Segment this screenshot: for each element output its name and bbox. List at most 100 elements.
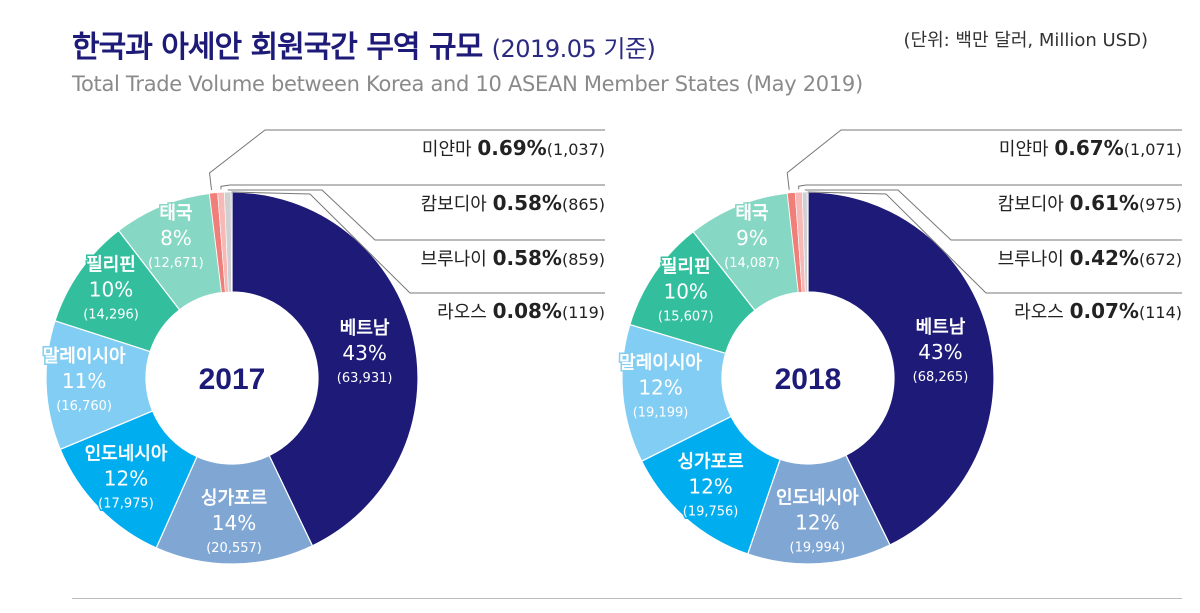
callout-percent: 0.08% <box>493 299 562 323</box>
center-year-label: 2017 <box>199 363 266 396</box>
title-main: 한국과 아세안 회원국간 무역 규모 <box>72 30 483 65</box>
slice-value: (19,756) <box>683 504 739 519</box>
callout-value: (1,071) <box>1124 140 1182 159</box>
callout-line <box>786 129 1182 190</box>
callout-percent: 0.61% <box>1070 191 1139 215</box>
callout-label: 브루나이 0.42%(672) <box>998 246 1182 270</box>
slice-value: (68,265) <box>913 370 969 385</box>
callout-percent: 0.07% <box>1070 299 1139 323</box>
callout-name: 브루나이 <box>998 249 1070 270</box>
callout-name: 라오스 <box>1014 302 1069 323</box>
callout-line <box>807 191 1182 294</box>
slice-value: (19,994) <box>790 541 846 556</box>
slice-percent: 12% <box>795 511 839 535</box>
callout-name: 미얀마 <box>999 139 1054 160</box>
slice-name: 인도네시아 <box>776 488 859 509</box>
callout-line <box>220 184 605 190</box>
callout-name: 라오스 <box>437 302 492 323</box>
slice-10 <box>230 191 233 293</box>
slice-name: 필리핀 <box>86 255 136 276</box>
callout-line <box>208 129 605 190</box>
slice-name: 태국 <box>735 203 768 224</box>
donut-hole <box>722 292 894 464</box>
slice-percent: 14% <box>212 511 256 535</box>
slice-value: (12,671) <box>148 256 204 271</box>
chart-subtitle: Total Trade Volume between Korea and 10 … <box>72 72 863 96</box>
donut-hole <box>146 292 318 464</box>
callout-percent: 0.69% <box>477 136 546 160</box>
slice-percent: 12% <box>104 466 148 490</box>
slice-percent: 43% <box>342 341 386 365</box>
slice-value: (20,557) <box>206 541 262 556</box>
callout-line <box>798 184 1182 190</box>
slice-name: 태국 <box>159 203 192 224</box>
slice-value: (17,975) <box>98 496 154 511</box>
slice-name: 싱가포르 <box>677 451 743 472</box>
callout-label: 캄보디아 0.61%(975) <box>998 191 1182 215</box>
callout-percent: 0.42% <box>1070 246 1139 270</box>
callout-name: 브루나이 <box>421 249 493 270</box>
callout-value: (672) <box>1139 250 1182 269</box>
slice-percent: 11% <box>62 369 106 393</box>
callout-value: (1,037) <box>547 140 605 159</box>
slice-label: 태국8% (12,671) <box>147 202 206 273</box>
callout-percent: 0.58% <box>493 246 562 270</box>
donut-chart-2018: 2018베트남43%(68,265)인도네시아12%(19,994)싱가포르12… <box>618 129 1182 565</box>
slice-label: 태국9% (14,087) <box>723 202 782 273</box>
slice-name: 베트남 <box>340 318 390 339</box>
slice-percent: 12% <box>688 474 732 498</box>
callout-value: (975) <box>1139 195 1182 214</box>
unit-label: (단위: 백만 달러, Million USD) <box>903 30 1149 51</box>
title-suffix: (2019.05 기준) <box>491 35 656 63</box>
slice-name: 베트남 <box>916 317 966 338</box>
callout-percent: 0.58% <box>493 191 562 215</box>
callout-line <box>804 189 1182 241</box>
callout-label: 캄보디아 0.58%(865) <box>421 191 605 215</box>
callout-name: 캄보디아 <box>998 194 1070 215</box>
callout-line <box>231 191 605 294</box>
divider <box>72 598 1182 599</box>
slice-percent: 8% <box>160 226 192 250</box>
slice-value: (14,296) <box>83 308 139 323</box>
callout-value: (119) <box>562 303 605 322</box>
slice-value: (16,760) <box>56 399 112 414</box>
slice-name: 인도네시아 <box>85 443 168 464</box>
callout-name: 캄보디아 <box>421 194 493 215</box>
center-year-label: 2018 <box>775 363 842 396</box>
callout-line <box>227 189 605 241</box>
slice-percent: 9% <box>736 226 768 250</box>
callout-name: 미얀마 <box>422 139 477 160</box>
callout-label: 라오스 0.07%(114) <box>1014 299 1182 323</box>
slice-percent: 10% <box>663 280 707 304</box>
callout-label: 브루나이 0.58%(859) <box>421 246 605 270</box>
slice-name: 필리핀 <box>661 257 711 278</box>
slice-percent: 10% <box>89 278 133 302</box>
slice-value: (14,087) <box>724 256 780 271</box>
slice-value: (19,199) <box>633 406 689 421</box>
slice-percent: 12% <box>638 376 682 400</box>
callout-value: (865) <box>562 195 605 214</box>
callout-value: (114) <box>1139 303 1182 322</box>
callout-percent: 0.67% <box>1054 136 1123 160</box>
callout-value: (859) <box>562 250 605 269</box>
slice-name: 말레이시아 <box>43 346 126 367</box>
slice-percent: 43% <box>918 340 962 364</box>
chart-title: 한국과 아세안 회원국간 무역 규모 (2019.05 기준) <box>72 22 656 66</box>
callout-label: 미얀마 0.69%(1,037) <box>422 136 605 160</box>
slice-name: 싱가포르 <box>201 488 267 509</box>
slice-value: (63,931) <box>337 371 393 386</box>
slice-value: (15,607) <box>658 310 714 325</box>
callout-label: 라오스 0.08%(119) <box>437 299 605 323</box>
